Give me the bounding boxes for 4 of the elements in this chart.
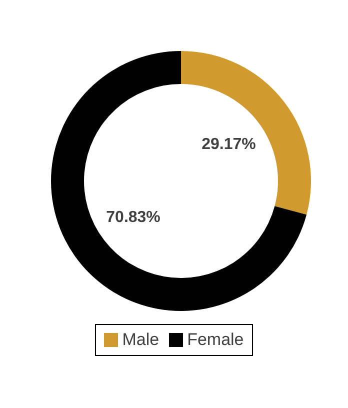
data-label: 70.83% — [106, 209, 160, 226]
legend-label: Male — [121, 330, 160, 350]
data-label: 29.17% — [202, 136, 256, 153]
legend-label: Female — [186, 330, 244, 350]
